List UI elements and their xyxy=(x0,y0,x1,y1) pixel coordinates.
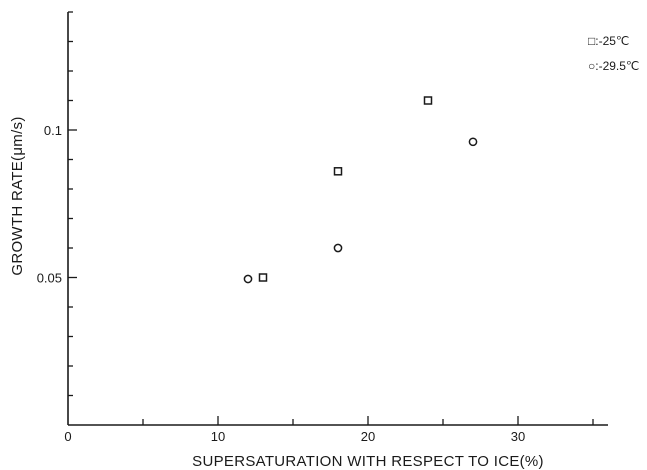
legend-item-label: □:-25℃ xyxy=(588,34,629,48)
circle-data-point xyxy=(243,274,253,284)
y-axis-label: GROWTH RATE(μm/s) xyxy=(9,116,26,275)
x-tick-label: 0 xyxy=(64,429,71,444)
square-data-point xyxy=(423,96,433,105)
legend-item-label: ○:-29.5℃ xyxy=(588,59,639,73)
y-tick-label: 0.1 xyxy=(44,123,62,138)
square-data-point xyxy=(333,167,343,176)
x-axis-label: SUPERSATURATION WITH RESPECT TO ICE(%) xyxy=(192,453,544,470)
axes xyxy=(67,12,608,426)
x-tick-label: 10 xyxy=(211,429,225,444)
legend: □:-25℃ ○:-29.5℃ xyxy=(588,34,639,73)
x-tick-label: 30 xyxy=(511,429,525,444)
y-tick-label: 0.05 xyxy=(37,271,62,286)
axis-tick-labels: 0 10 20 30 0.05 0.1 xyxy=(37,123,526,444)
circle-data-point xyxy=(333,243,343,253)
square-data-point xyxy=(258,273,268,282)
x-tick-label: 20 xyxy=(361,429,375,444)
data-points xyxy=(243,96,478,284)
circle-data-point xyxy=(468,137,478,147)
axis-ticks xyxy=(68,11,594,425)
